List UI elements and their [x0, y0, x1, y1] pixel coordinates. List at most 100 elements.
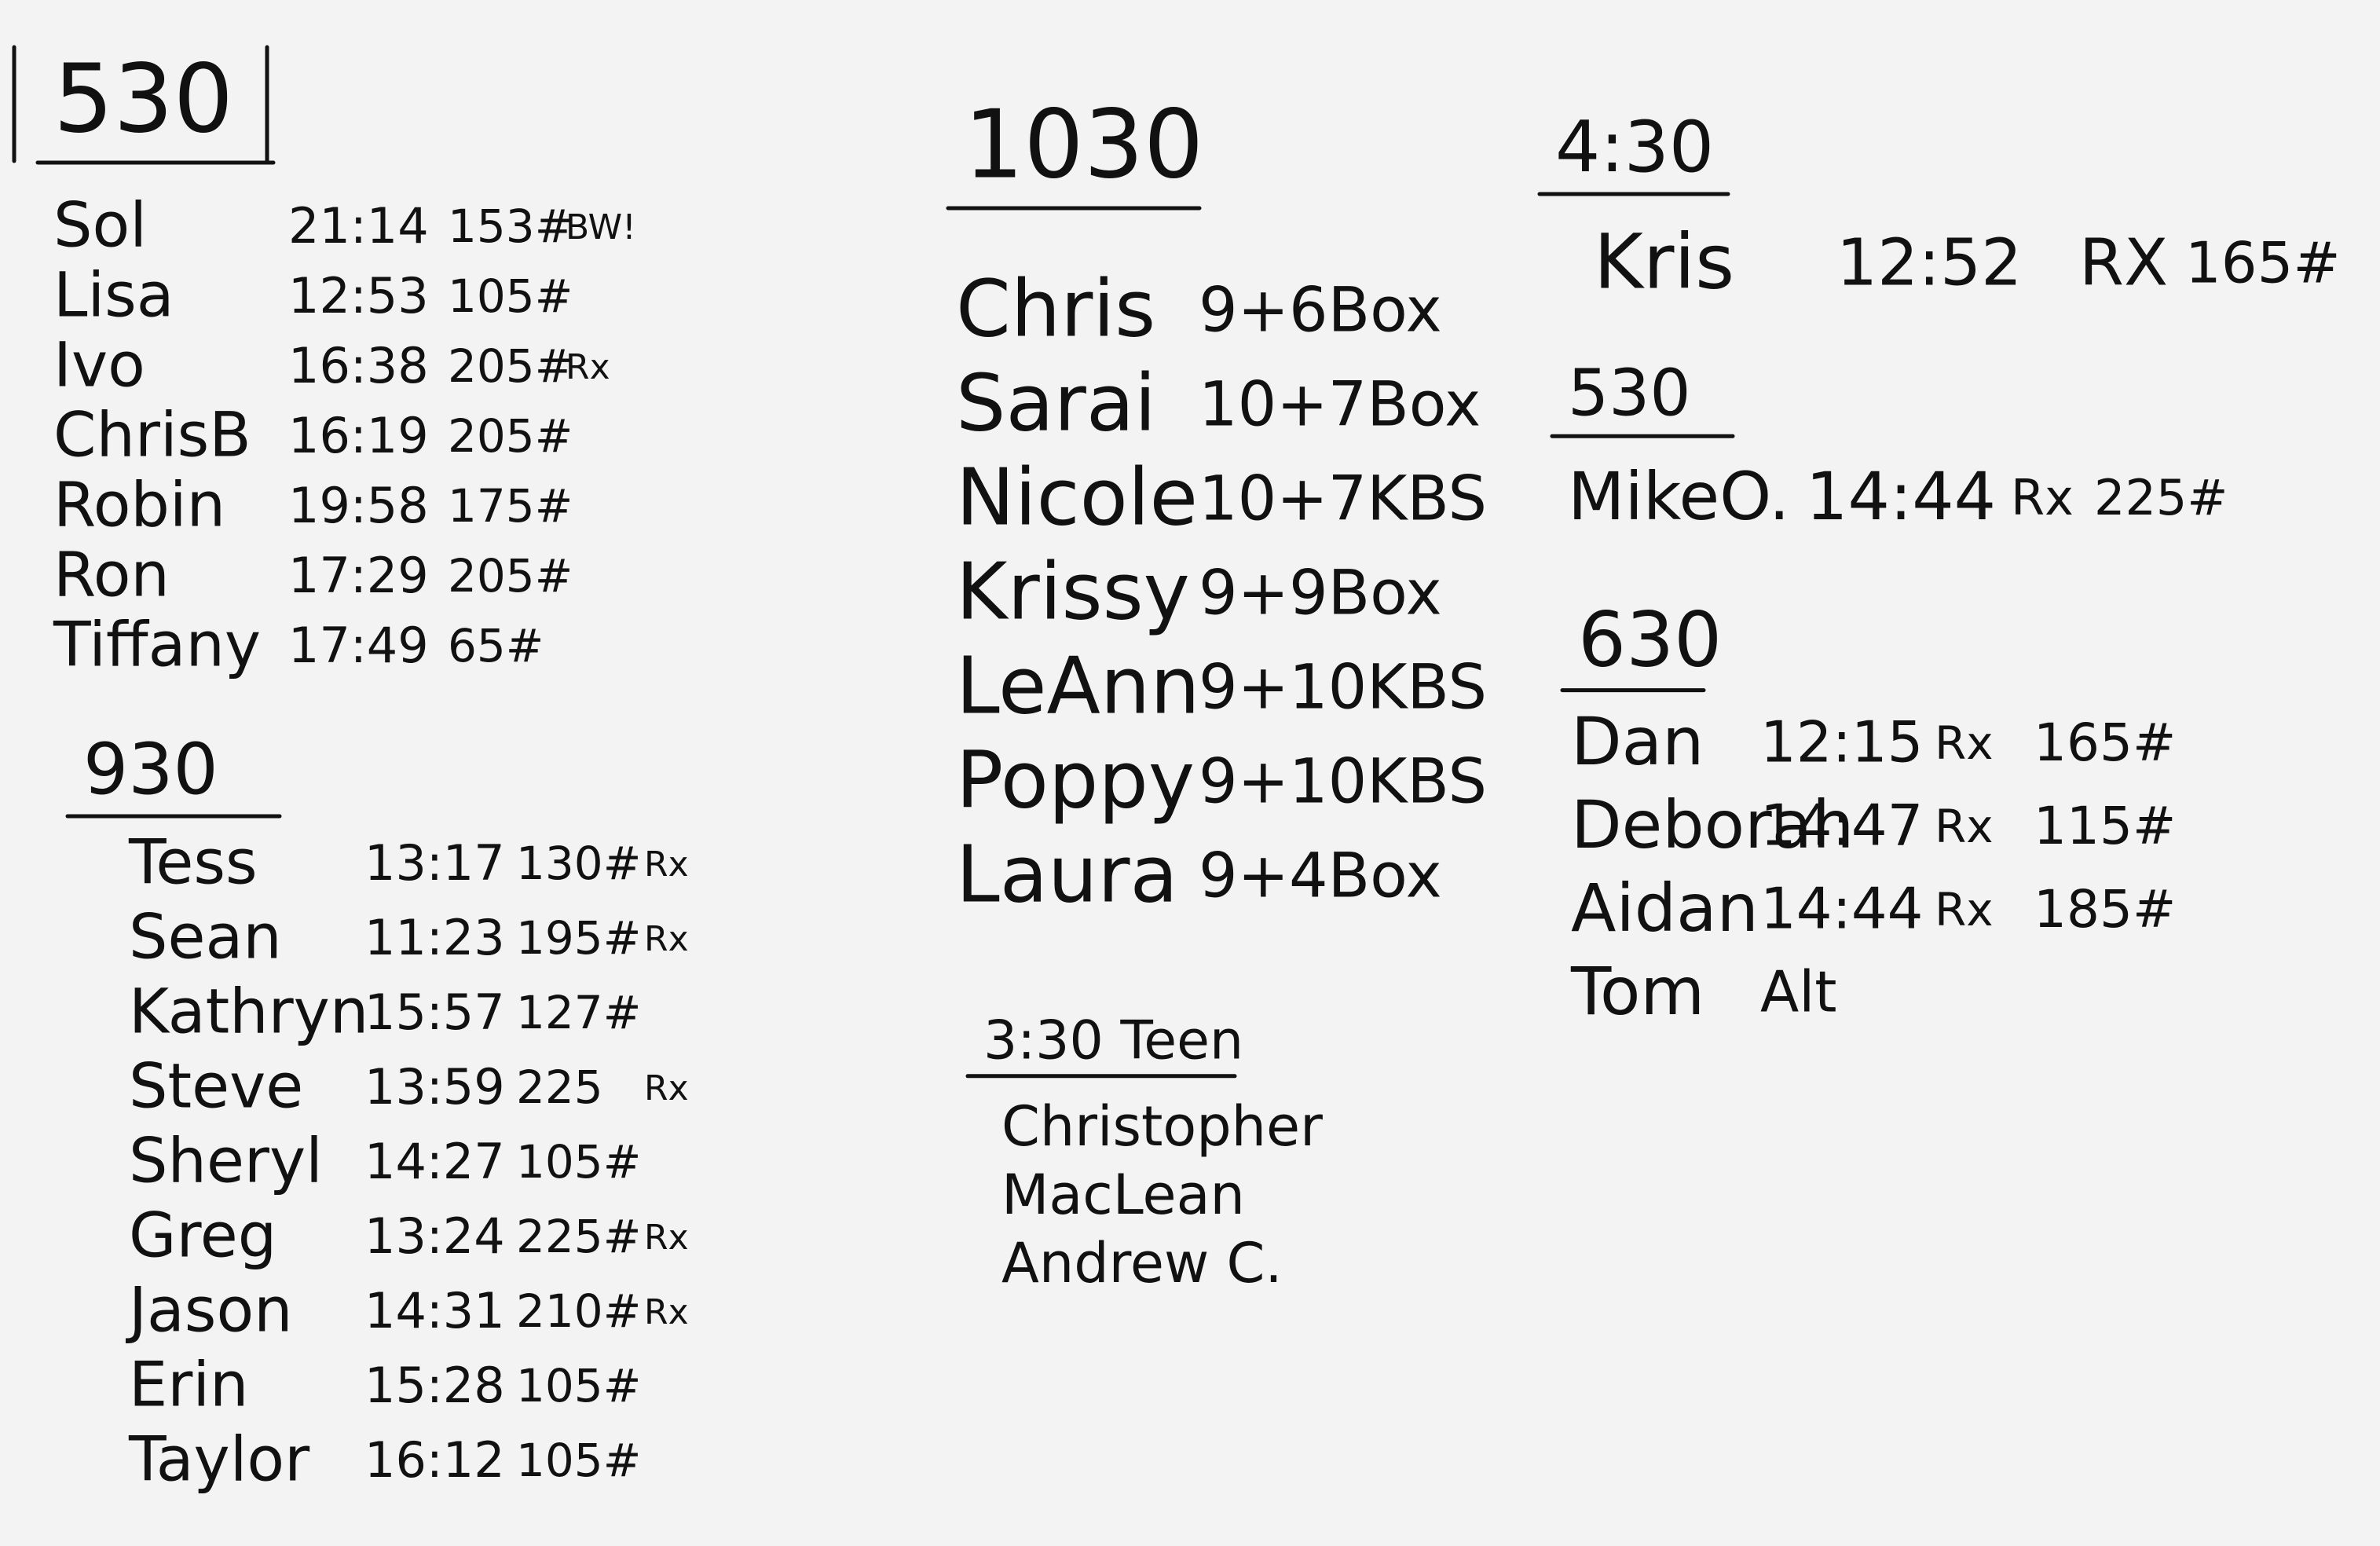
athlete-name: Greg — [129, 1200, 276, 1271]
athlete-name: Jason — [125, 1275, 293, 1346]
result-entry: Alt — [1760, 959, 1837, 1025]
athlete-name: Andrew C. — [1001, 1231, 1283, 1295]
athlete-name: Lisa — [53, 260, 174, 331]
result-entry: 127# — [516, 986, 641, 1039]
athlete-name: Sean — [129, 902, 282, 973]
group-heading: 530 — [1568, 356, 1691, 430]
result-entry: 9+4Box — [1199, 841, 1442, 911]
result-entry: RX — [2079, 225, 2168, 300]
result-entry: 17:29 — [288, 547, 429, 604]
result-entry: 205# — [448, 409, 573, 463]
athlete-name: ChrisB — [53, 400, 251, 471]
athlete-name: Kathryn — [129, 976, 368, 1047]
result-entry: 17:49 — [288, 617, 429, 674]
result-entry: 9+6Box — [1199, 275, 1442, 346]
athlete-name: Kris — [1594, 218, 1734, 306]
athlete-name: Christopher — [1001, 1094, 1323, 1159]
athlete-name: Erin — [129, 1350, 248, 1420]
athlete-name: Tiffany — [53, 610, 261, 680]
result-entry: 165# — [2034, 713, 2176, 773]
result-entry: 11:23 — [364, 909, 505, 966]
result-entry: 130# — [516, 837, 641, 890]
athlete-name: Aidan — [1571, 870, 1759, 947]
group-heading: 530 — [53, 46, 233, 155]
result-entry: Rx — [644, 1068, 689, 1108]
result-entry: 65# — [448, 619, 544, 672]
athlete-name: Poppy — [956, 734, 1195, 826]
result-entry: Rx — [644, 919, 689, 959]
athlete-name: Taylor — [128, 1424, 310, 1495]
result-entry: 19:58 — [288, 477, 429, 534]
athlete-name: Steve — [129, 1051, 303, 1122]
result-entry: Rx — [2011, 469, 2074, 526]
athlete-name: Krissy — [956, 545, 1190, 637]
result-entry: 14:47 — [1760, 793, 1924, 859]
athlete-name: Laura — [956, 828, 1178, 920]
result-entry: 13:17 — [364, 834, 505, 892]
athlete-name: Nicole — [956, 451, 1198, 543]
group-heading: 930 — [83, 728, 218, 811]
result-entry: 12:52 — [1836, 225, 2022, 300]
result-entry: 12:15 — [1760, 709, 1924, 775]
result-entry: Rx — [644, 844, 689, 885]
result-entry: 105# — [516, 1434, 641, 1487]
result-entry: 105# — [516, 1135, 641, 1189]
result-entry: 14:31 — [364, 1282, 505, 1339]
result-entry: 225 — [516, 1061, 603, 1114]
result-entry: 15:57 — [364, 984, 505, 1041]
athlete-name: Dan — [1571, 703, 1704, 780]
result-entry: Rx — [566, 347, 610, 387]
result-entry: 175# — [448, 479, 573, 533]
group-heading: 3:30 Teen — [983, 1010, 1243, 1072]
result-entry: 185# — [2034, 879, 2176, 940]
athlete-name: Sol — [53, 190, 147, 261]
result-entry: 16:38 — [288, 337, 429, 394]
group-heading: 630 — [1578, 595, 1722, 683]
result-entry: BW! — [566, 207, 636, 247]
result-entry: 10+7KBS — [1199, 463, 1487, 534]
result-entry: 165# — [2185, 230, 2341, 296]
result-entry: 13:24 — [364, 1207, 505, 1265]
athlete-name: Chris — [956, 262, 1155, 354]
result-entry: 9+10KBS — [1199, 746, 1487, 817]
result-entry: 105# — [516, 1359, 641, 1412]
result-entry: 195# — [516, 911, 641, 965]
athlete-name: Tess — [128, 827, 258, 898]
result-entry: 153# — [448, 200, 573, 253]
result-entry: 210# — [516, 1284, 641, 1338]
athlete-name: Tom — [1570, 953, 1704, 1030]
result-entry: 225# — [516, 1210, 641, 1263]
result-entry: Rx — [644, 1218, 689, 1258]
athlete-name: Sheryl — [129, 1126, 323, 1196]
result-entry: Rx — [1935, 716, 1994, 770]
result-entry: 115# — [2034, 796, 2176, 856]
result-entry: 16:12 — [364, 1431, 505, 1489]
result-entry: 14:44 — [1806, 458, 1996, 535]
athlete-name: Ivo — [53, 330, 145, 401]
athlete-name: LeAnn — [956, 639, 1200, 731]
result-entry: 13:59 — [364, 1058, 505, 1116]
athlete-name: Ron — [53, 540, 170, 610]
result-entry: 12:53 — [288, 267, 429, 324]
result-entry: Rx — [644, 1292, 689, 1332]
result-entry: 10+7Box — [1199, 369, 1481, 440]
group-heading: 1030 — [964, 91, 1203, 200]
result-entry: 205# — [448, 339, 573, 393]
athlete-name: Robin — [53, 470, 225, 540]
result-entry: 14:44 — [1760, 876, 1924, 942]
result-entry: Rx — [1935, 883, 1994, 936]
result-entry: 14:27 — [364, 1133, 505, 1190]
athlete-name: MacLean — [1001, 1163, 1245, 1227]
result-entry: 9+9Box — [1199, 558, 1442, 628]
athlete-name: Deborah — [1571, 786, 1854, 863]
result-entry: 225# — [2094, 469, 2228, 526]
result-entry: 9+10KBS — [1199, 652, 1487, 723]
result-entry: 105# — [448, 269, 573, 323]
result-entry: 16:19 — [288, 407, 429, 464]
group-heading: 4:30 — [1555, 106, 1714, 189]
result-entry: 15:28 — [364, 1357, 505, 1414]
result-entry: 205# — [448, 549, 573, 603]
athlete-name: MikeO. — [1568, 458, 1790, 535]
